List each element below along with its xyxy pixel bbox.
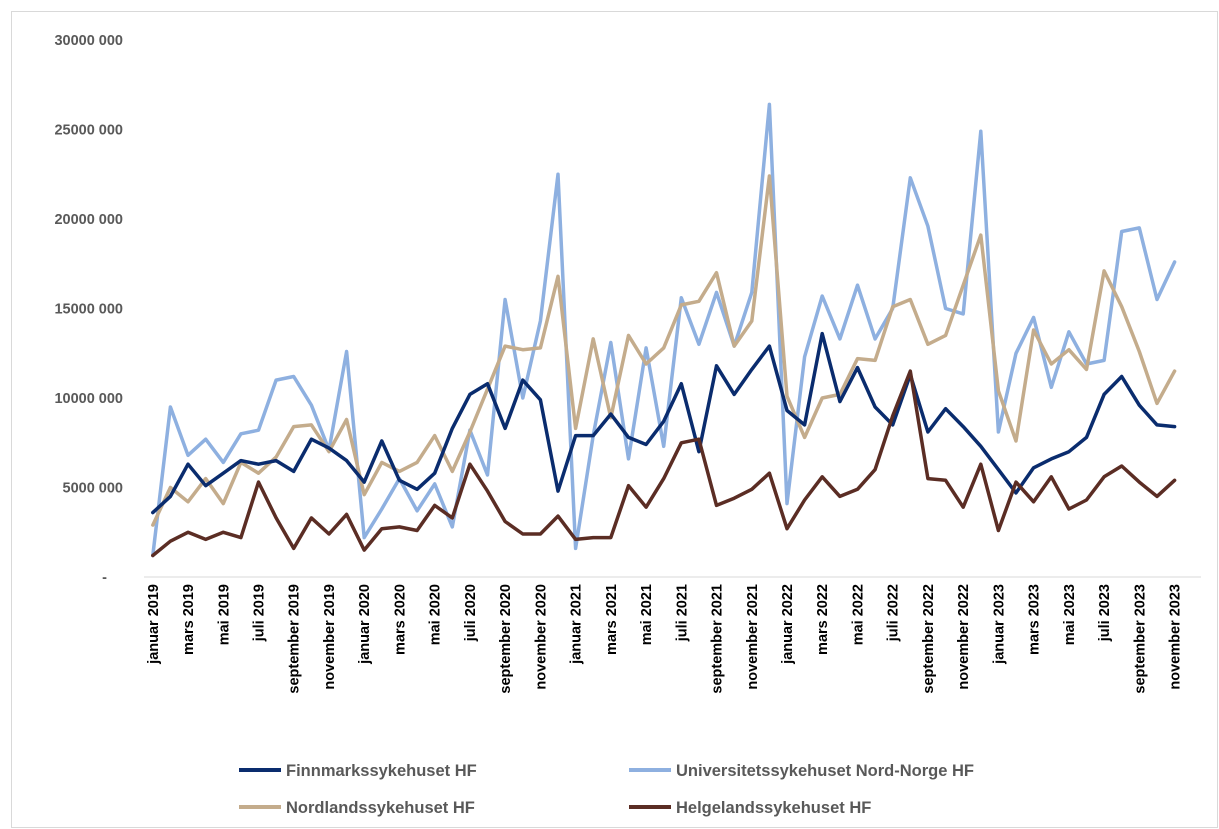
series-line-finnmarkssykehuset-hf: [151, 331, 1177, 515]
x-tick-label: januar 2020: [357, 584, 373, 665]
x-tick-label: mars 2022: [815, 584, 831, 655]
x-tick-label: mars 2021: [604, 584, 620, 655]
x-tick-label: januar 2023: [991, 584, 1007, 665]
legend-label-finnmarkssykehuset: Finnmarkssykehuset HF: [286, 762, 477, 780]
x-tick-label: januar 2019: [146, 584, 162, 665]
x-tick-label: september 2022: [921, 584, 937, 694]
x-tick-label: september 2021: [710, 584, 726, 694]
x-tick-label: mai 2020: [428, 584, 444, 645]
x-tick-label: november 2023: [1168, 584, 1184, 690]
y-tick-label: 5000 000: [63, 481, 123, 497]
x-tick-label: mai 2022: [850, 584, 866, 645]
x-tick-label: mars 2023: [1027, 584, 1043, 655]
y-tick-label: 25000 000: [54, 123, 123, 139]
x-tick-label: juli 2021: [674, 584, 690, 642]
x-tick-label: september 2019: [287, 584, 303, 694]
x-tick-label: september 2023: [1132, 584, 1148, 694]
legend: Finnmarkssykehuset HF Universitetssykehu…: [239, 762, 974, 817]
x-tick-label: september 2020: [498, 584, 514, 694]
x-tick-label: mars 2020: [392, 584, 408, 655]
x-axis: januar 2019 mars 2019 mai 2019 juli 2019 sep…: [144, 576, 1201, 694]
legend-item: Helgelandssykehuset HF: [629, 799, 871, 817]
x-tick-label: mars 2019: [181, 584, 197, 655]
y-tick-label: 20000 000: [54, 212, 123, 228]
series-line-helgelandssykehuset-hf: [151, 369, 1177, 558]
legend-label-nordlandssykehuset: Nordlandssykehuset HF: [286, 799, 475, 817]
x-tick-label: juli 2019: [252, 584, 268, 642]
legend-item: Finnmarkssykehuset HF: [239, 762, 477, 780]
x-tick-label: juli 2023: [1097, 584, 1113, 642]
x-tick-label: juli 2020: [463, 584, 479, 642]
legend-label-unn: Universitetssykehuset Nord-Norge HF: [676, 762, 974, 780]
legend-item: Universitetssykehuset Nord-Norge HF: [629, 762, 974, 780]
y-tick-label: 15000 000: [54, 302, 123, 318]
x-tick-label: mai 2021: [639, 584, 655, 645]
y-axis: - 5000 000 10000 000 15000 000 20000 000 2500…: [54, 33, 123, 586]
y-tick-label: 30000 000: [54, 33, 123, 49]
line-chart: - 5000 000 10000 000 15000 000 20000 000 2500…: [54, 33, 1201, 817]
legend-item: Nordlandssykehuset HF: [239, 799, 475, 817]
series-line-nordlandssykehuset-hf: [151, 174, 1177, 527]
x-tick-label: januar 2021: [569, 584, 585, 665]
y-tick-label: 10000 000: [54, 391, 123, 407]
chart-frame: - 5000 000 10000 000 15000 000 20000 000 2500…: [11, 11, 1218, 828]
x-tick-label: november 2022: [956, 584, 972, 690]
x-tick-label: november 2021: [745, 584, 761, 690]
x-tick-label: november 2019: [322, 584, 338, 690]
x-tick-label: mai 2019: [216, 584, 232, 645]
x-tick-label: januar 2022: [780, 584, 796, 665]
x-tick-label: november 2020: [533, 584, 549, 690]
x-tick-label: juli 2022: [886, 584, 902, 642]
y-tick-label: -: [102, 570, 107, 586]
legend-label-helgelandssykehuset: Helgelandssykehuset HF: [676, 799, 871, 817]
series-layer: [151, 102, 1177, 558]
x-tick-label: mai 2023: [1062, 584, 1078, 645]
